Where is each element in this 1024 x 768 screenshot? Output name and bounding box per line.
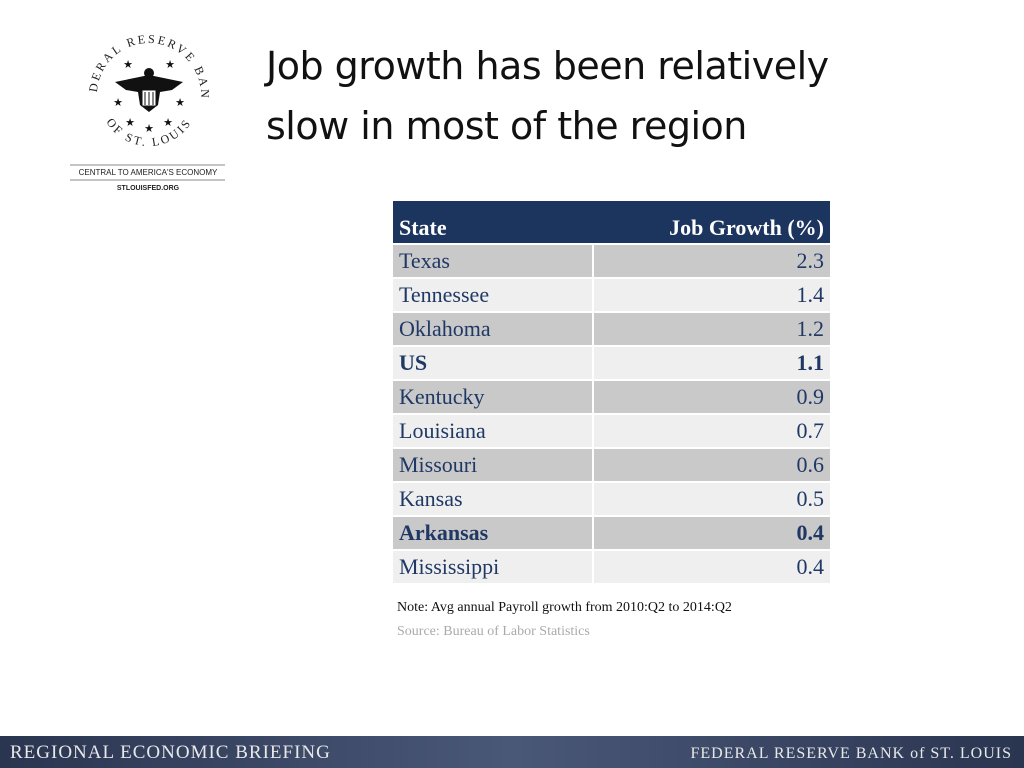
table-row: Oklahoma 1.2 xyxy=(393,313,830,347)
state-cell: Louisiana xyxy=(393,415,594,447)
state-cell: Arkansas xyxy=(393,517,594,549)
growth-cell: 1.4 xyxy=(796,282,825,307)
svg-text:★: ★ xyxy=(144,123,154,135)
header-cell: State xyxy=(399,215,447,240)
table-row: Kentucky 0.9 xyxy=(393,381,830,415)
stars: ★ ★★ ★ ★ ★★ xyxy=(113,59,185,135)
logo: FEDERAL RESERVE BANK OF ST. LOUIS ★★★★ ★… xyxy=(60,30,225,192)
svg-text:★: ★ xyxy=(113,97,123,109)
svg-text:★: ★ xyxy=(123,59,133,71)
state-cell: Texas xyxy=(393,245,594,277)
note: Note: Avg annual Payroll growth from 201… xyxy=(397,600,732,615)
growth-cell: 0.6 xyxy=(796,452,825,477)
title-line: Job growth has been relatively xyxy=(266,44,829,88)
growth-cell: 2.3 xyxy=(796,248,825,273)
svg-text:★: ★ xyxy=(125,117,135,129)
state-cell: Kentucky xyxy=(393,381,594,413)
table-row: Mississippi 0.4 xyxy=(393,551,830,585)
header-cell: Job Growth (%) xyxy=(669,215,824,240)
logo-url: STLOUISFED.ORG xyxy=(117,185,180,192)
footer-bar xyxy=(0,736,1024,768)
state-cell: Oklahoma xyxy=(393,313,594,345)
svg-text:★: ★ xyxy=(163,117,173,129)
table-row: Kansas 0.5 xyxy=(393,483,830,517)
growth-cell: 0.5 xyxy=(796,486,825,511)
footer-right: FEDERAL RESERVE BANK of ST. LOUIS xyxy=(691,745,1013,762)
growth-cell: 0.9 xyxy=(796,384,825,409)
table-row: Missouri 0.6 xyxy=(393,449,830,483)
growth-cell: 0.7 xyxy=(796,418,825,443)
table-row: Texas 2.3 xyxy=(393,245,830,279)
state-cell: Tennessee xyxy=(393,279,594,311)
growth-cell: 1.1 xyxy=(796,350,825,375)
growth-cell: 1.2 xyxy=(796,316,825,341)
table-row: Louisiana 0.7 xyxy=(393,415,830,449)
eagle xyxy=(115,68,183,112)
table-row: US 1.1 xyxy=(393,347,830,381)
state-cell: Missouri xyxy=(393,449,594,481)
table-row: Arkansas 0.4 xyxy=(393,517,830,551)
state-cell: Kansas xyxy=(393,483,594,515)
svg-text:★: ★ xyxy=(165,59,175,71)
svg-text:★: ★ xyxy=(175,97,185,109)
footer: REGIONAL ECONOMIC BRIEFING FEDERAL RESER… xyxy=(0,736,1024,768)
table-header: State Job Growth (%) xyxy=(393,201,830,245)
logo-tagline: CENTRAL TO AMERICA'S ECONOMY xyxy=(79,168,218,177)
growth-cell: 0.4 xyxy=(796,554,825,579)
footer-left: REGIONAL ECONOMIC BRIEFING xyxy=(10,742,331,763)
table-row: Tennessee 1.4 xyxy=(393,279,830,313)
source: Source: Bureau of Labor Statistics xyxy=(397,624,590,639)
state-cell: US xyxy=(393,347,594,379)
table: State Job Growth (%) Texas 2.3 Tennessee 1.… xyxy=(393,201,830,585)
title-line: slow in most of the region xyxy=(266,104,747,148)
growth-cell: 0.4 xyxy=(796,520,825,545)
state-cell: Mississippi xyxy=(393,551,594,583)
